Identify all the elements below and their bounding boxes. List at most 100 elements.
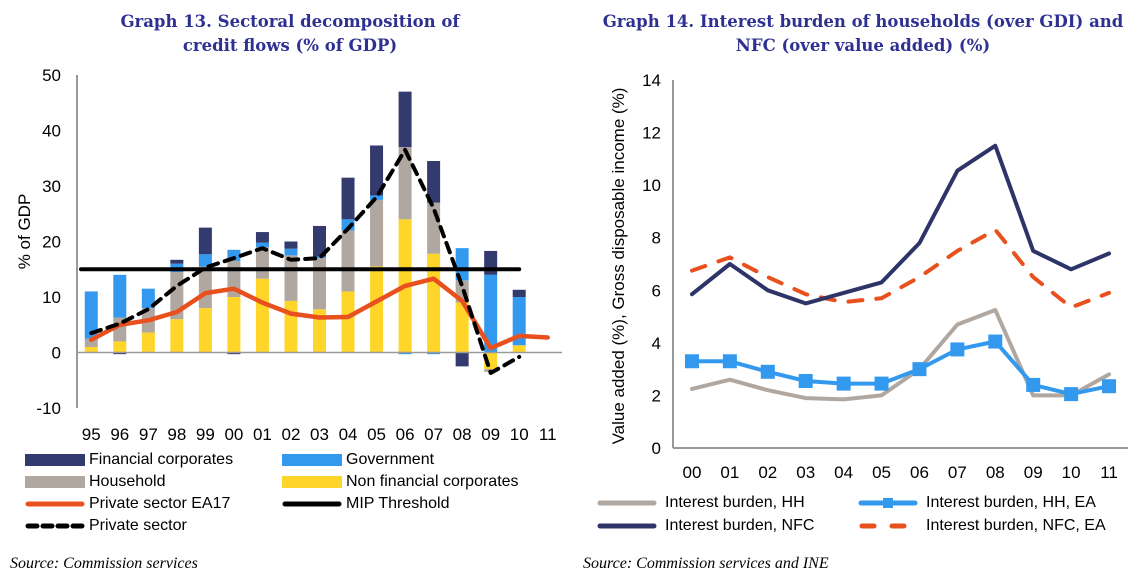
x-tick-label: 98 <box>167 425 186 444</box>
marker-interest-burden-hh-ea <box>874 376 889 391</box>
bar-non-financial-corporates <box>227 297 241 353</box>
bar-non-financial-corporates <box>170 319 184 353</box>
line-interest-burden-nfc <box>690 143 1111 306</box>
bar-government <box>141 288 155 309</box>
legend-item-interest-burden-hh-ea: Interest burden, HH, EA <box>858 492 1096 514</box>
y-tick-label: 14 <box>642 71 661 90</box>
bar-government <box>370 195 384 200</box>
x-tick-label: 02 <box>758 463 777 482</box>
bar-government <box>512 297 526 346</box>
bar-financial-corporates <box>113 352 127 355</box>
y-tick-label: 8 <box>652 229 661 248</box>
legend-label: Non financial corporates <box>346 473 519 490</box>
x-tick-label: 02 <box>282 425 301 444</box>
bar-financial-corporates <box>398 91 412 148</box>
x-tick-label: 01 <box>253 425 272 444</box>
marker-interest-burden-hh-ea <box>1026 377 1041 392</box>
bar-government <box>198 254 212 267</box>
bar-non-financial-corporates <box>84 346 98 353</box>
legend-swatch-interest-burden-nfc-ea <box>858 515 922 537</box>
bar-financial-corporates <box>198 227 212 255</box>
x-tick-label: 07 <box>424 425 443 444</box>
bar-non-financial-corporates <box>512 345 526 353</box>
bar-non-financial-corporates <box>370 266 384 353</box>
marker-interest-burden-hh-ea <box>684 354 699 369</box>
graph13-title-line2: credit flows (% of GDP) <box>182 36 398 55</box>
legend-item-non-financial-corporates: Non financial corporates <box>282 471 519 493</box>
y-tick-label: 0 <box>52 344 61 363</box>
legend-swatch-financial-corporates <box>25 449 85 471</box>
line-interest-burden-nfc-ea <box>690 227 1111 310</box>
bar-government <box>84 291 98 339</box>
x-tick-label: 10 <box>1062 463 1081 482</box>
bar-household <box>398 147 412 220</box>
y-tick-label: 40 <box>42 122 61 141</box>
y-tick-label: 10 <box>42 288 61 307</box>
bar-government <box>255 242 269 248</box>
legend-item-interest-burden-nfc: Interest burden, NFC <box>597 515 814 537</box>
marker-interest-burden-hh-ea <box>836 376 851 391</box>
bar-government <box>455 248 469 281</box>
line-private-sector <box>89 147 522 375</box>
y-tick-label: 10 <box>642 176 661 195</box>
bar-non-financial-corporates <box>455 302 469 353</box>
line-interest-burden-hh <box>690 308 1111 402</box>
x-tick-label: 03 <box>796 463 815 482</box>
x-tick-label: 09 <box>1024 463 1043 482</box>
legend-item-financial-corporates: Financial corporates <box>25 449 233 471</box>
bar-household <box>370 199 384 267</box>
bar-government <box>227 249 241 261</box>
legend-item-mip-threshold: MIP Threshold <box>282 493 449 515</box>
bar-government <box>484 274 498 353</box>
bar-financial-corporates <box>512 289 526 297</box>
bar-financial-corporates <box>370 145 384 196</box>
bar-financial-corporates <box>284 241 298 249</box>
bar-non-financial-corporates <box>255 278 269 353</box>
legend-item-private-sector: Private sector <box>25 515 187 537</box>
graph14-source: Source: Commission services and INE <box>583 555 829 572</box>
marker-interest-burden-hh-ea <box>760 364 775 379</box>
bar-household <box>84 338 98 347</box>
graph13-source: Source: Commission services <box>10 555 198 572</box>
marker-interest-burden-hh-ea <box>988 334 1003 349</box>
bar-non-financial-corporates <box>141 332 155 353</box>
bar-financial-corporates <box>170 259 184 264</box>
legend-swatch-household <box>25 471 85 493</box>
bar-financial-corporates <box>313 225 326 257</box>
bar-government <box>398 352 412 355</box>
legend-label: MIP Threshold <box>346 495 450 512</box>
legend-item-interest-burden-nfc-ea: Interest burden, NFC, EA <box>858 515 1106 537</box>
bar-financial-corporates <box>427 161 441 203</box>
x-tick-label: 11 <box>1100 463 1118 482</box>
y-tick-label: 0 <box>652 439 661 458</box>
bar-financial-corporates <box>455 352 469 367</box>
x-tick-label: 97 <box>139 425 158 444</box>
bar-non-financial-corporates <box>313 309 326 353</box>
legend-label: Interest burden, HH, EA <box>926 494 1096 511</box>
x-tick-label: 06 <box>396 425 415 444</box>
graph13-title-line1: Graph 13. Sectoral decomposition of <box>120 12 460 31</box>
marker-interest-burden-hh-ea <box>912 362 927 377</box>
x-tick-label: 06 <box>910 463 929 482</box>
graph14-title-line1: Graph 14. Interest burden of households … <box>602 12 1124 31</box>
x-tick-label: 03 <box>310 425 329 444</box>
x-tick-label: 04 <box>339 425 358 444</box>
bar-household <box>284 255 298 301</box>
marker-interest-burden-hh-ea <box>798 373 813 388</box>
x-tick-label: 05 <box>872 463 891 482</box>
legend-item-household: Household <box>25 471 166 493</box>
x-tick-label: 95 <box>82 425 101 444</box>
y-tick-label: 30 <box>42 177 61 196</box>
graph13-chart: -10 0 10 20 30 40 50 % of GDP 95 96 97 98 99 00 01 02 03… <box>15 66 562 444</box>
x-tick-label: 99 <box>196 425 215 444</box>
graph13-title: Graph 13. Sectoral decomposition of cred… <box>0 10 580 58</box>
y-tick-label: 12 <box>642 124 661 143</box>
legend-swatch-private-sector <box>25 515 85 537</box>
x-tick-label: 00 <box>224 425 243 444</box>
legend-swatch-interest-burden-nfc <box>597 515 661 537</box>
legend-item-government: Government <box>282 449 434 471</box>
legend-swatch-interest-burden-hh <box>597 492 661 514</box>
bar-financial-corporates <box>341 177 355 220</box>
